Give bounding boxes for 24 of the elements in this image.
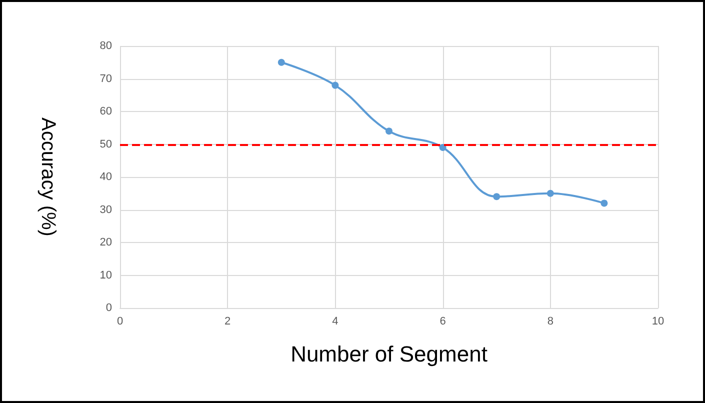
y-tick-label: 20 [100,236,112,248]
x-tick-label: 6 [440,316,446,328]
point [600,200,608,207]
point [546,190,554,197]
y-tick-label: 70 [100,72,112,85]
x-tick-label: 8 [547,316,554,328]
point [439,144,446,152]
point [332,82,339,89]
point [278,58,285,66]
y-tick-label: 80 [100,40,112,52]
x-axis-title: Number of Segment [290,342,488,366]
x-tick-label: 0 [116,316,124,328]
x-tick-label: 2 [224,316,231,328]
y-tick-label: 60 [100,106,112,118]
y-tick-label: 40 [100,171,112,183]
y-tick-label: 30 [100,204,112,216]
y-tick-label: 10 [100,269,112,282]
y-tick-label: 0 [106,302,112,314]
x-tick-label: 4 [332,316,338,328]
y-axis-title: Accuracy (%) [37,118,59,236]
y-tick-label: 50 [100,138,112,150]
point [386,128,392,135]
x-tick-label: 10 [652,316,664,328]
point [493,193,500,200]
